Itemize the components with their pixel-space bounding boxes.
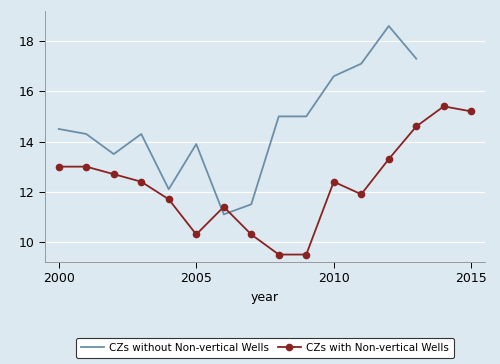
Line: CZs without Non-vertical Wells: CZs without Non-vertical Wells	[59, 26, 416, 214]
CZs with Non-vertical Wells	[56, 165, 62, 169]
CZs without Non-vertical Wells	[56, 127, 62, 131]
CZs with Non-vertical Wells	[276, 252, 282, 257]
CZs with Non-vertical Wells	[386, 157, 392, 161]
CZs without Non-vertical Wells	[111, 152, 117, 156]
CZs with Non-vertical Wells	[248, 232, 254, 237]
CZs with Non-vertical Wells	[221, 205, 227, 209]
CZs with Non-vertical Wells	[468, 109, 474, 114]
CZs without Non-vertical Wells	[166, 187, 172, 191]
CZs without Non-vertical Wells	[303, 114, 309, 119]
X-axis label: year: year	[251, 291, 279, 304]
CZs without Non-vertical Wells	[276, 114, 282, 119]
CZs with Non-vertical Wells	[441, 104, 447, 108]
CZs with Non-vertical Wells	[111, 172, 117, 176]
CZs with Non-vertical Wells	[83, 165, 89, 169]
CZs without Non-vertical Wells	[331, 74, 337, 78]
CZs with Non-vertical Wells	[358, 192, 364, 197]
CZs without Non-vertical Wells	[248, 202, 254, 206]
CZs without Non-vertical Wells	[138, 132, 144, 136]
CZs without Non-vertical Wells	[83, 132, 89, 136]
CZs with Non-vertical Wells	[413, 124, 419, 128]
Legend: CZs without Non-vertical Wells, CZs with Non-vertical Wells: CZs without Non-vertical Wells, CZs with…	[76, 338, 454, 358]
CZs without Non-vertical Wells	[221, 212, 227, 217]
Line: CZs with Non-vertical Wells: CZs with Non-vertical Wells	[56, 103, 474, 258]
CZs without Non-vertical Wells	[386, 24, 392, 28]
CZs without Non-vertical Wells	[358, 62, 364, 66]
CZs with Non-vertical Wells	[166, 197, 172, 201]
CZs with Non-vertical Wells	[138, 179, 144, 184]
CZs without Non-vertical Wells	[413, 56, 419, 61]
CZs with Non-vertical Wells	[193, 232, 199, 237]
CZs without Non-vertical Wells	[193, 142, 199, 146]
CZs with Non-vertical Wells	[303, 252, 309, 257]
CZs with Non-vertical Wells	[331, 179, 337, 184]
